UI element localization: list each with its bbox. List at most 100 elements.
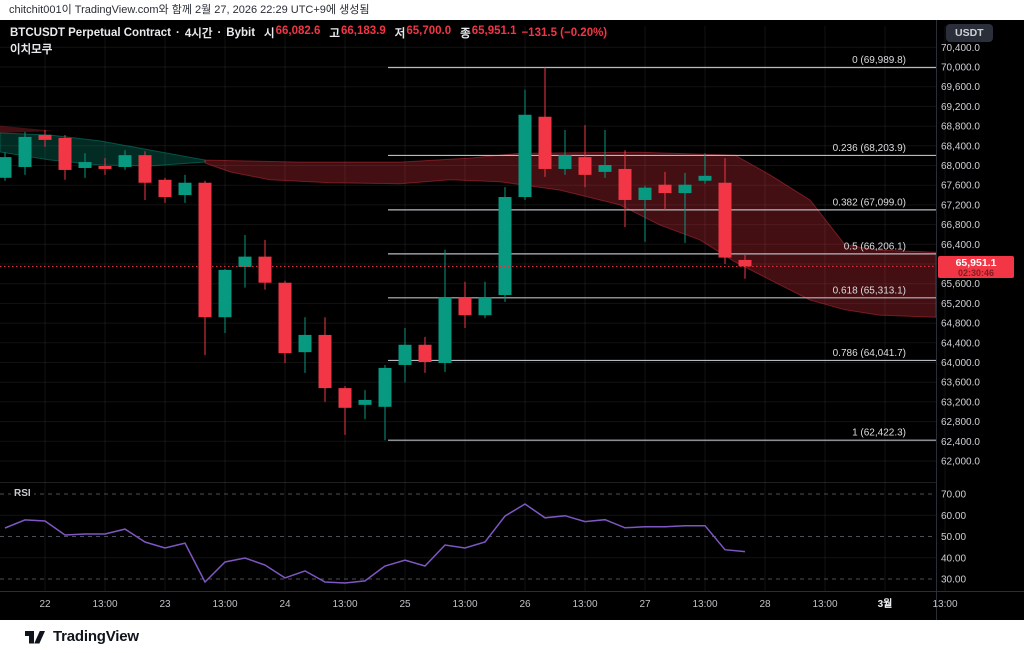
candle (698, 153, 712, 184)
candle (538, 67, 552, 177)
candle (118, 150, 132, 170)
price-tick-label: 70,400.0 (941, 43, 980, 54)
candle (718, 158, 732, 264)
candle-body (358, 399, 372, 405)
candle-body (38, 134, 52, 140)
candle-body (98, 165, 112, 169)
candle-body (298, 334, 312, 353)
price-tick-label: 67,200.0 (941, 200, 980, 211)
tradingview-brand-text[interactable]: TradingView (53, 628, 139, 645)
time-tick-label: 13:00 (572, 599, 597, 610)
candle-body (378, 367, 392, 407)
candle (598, 130, 612, 178)
candle-body (598, 165, 612, 172)
footer-bar: TradingView (0, 620, 1024, 653)
price-tick-label: 62,000.0 (941, 457, 980, 468)
price-tick-label: 64,800.0 (941, 319, 980, 330)
candle (578, 125, 592, 188)
candle (138, 151, 152, 200)
candle (258, 239, 272, 290)
rsi-tick-label: 30.00 (941, 575, 966, 586)
attribution-text: chitchit001이 TradingView.com와 함께 2월 27, … (9, 4, 370, 16)
candle (278, 280, 292, 363)
legend-separator: · (217, 27, 222, 39)
candle (518, 89, 532, 200)
candle-body (338, 388, 352, 408)
fib-label: 0.236 (68,203.9) (833, 143, 906, 154)
price-tick-label: 63,200.0 (941, 397, 980, 408)
candle (398, 328, 412, 383)
interval-label[interactable]: 4시간 (184, 28, 213, 40)
candle-body (278, 282, 292, 354)
candle (58, 134, 72, 180)
candle (638, 185, 652, 242)
time-tick-label: 27 (639, 599, 651, 610)
indicator-legend[interactable]: 이치모쿠 (10, 41, 52, 57)
fib-label: 0.786 (64,041.7) (833, 348, 906, 359)
candle-body (238, 256, 252, 267)
candle-body (718, 182, 732, 258)
time-tick-label: 3월 (878, 598, 893, 610)
bullish-cloud (0, 132, 206, 167)
price-tick-label: 68,800.0 (941, 122, 980, 133)
symbol-legend[interactable]: BTCUSDT Perpetual Contract · 4시간 · Bybit… (10, 25, 607, 41)
candle-body (178, 182, 192, 196)
candle-body (398, 344, 412, 365)
candle-body (538, 116, 552, 169)
candle (678, 172, 692, 243)
candle-body (158, 179, 172, 198)
candle-body (678, 184, 692, 194)
candle (18, 132, 32, 175)
candle (378, 364, 392, 441)
price-scale[interactable] (936, 20, 1024, 592)
candle (198, 180, 212, 356)
fib-label: 1 (62,422.3) (852, 428, 906, 439)
price-tick-label: 63,600.0 (941, 378, 980, 389)
candle-body (258, 256, 272, 283)
chart-canvas: 0 (69,989.8) 0.236 (68,203.9) 0.382 (67,09… (0, 20, 1024, 620)
time-scale[interactable] (0, 592, 1024, 620)
rsi-line (4, 503, 746, 584)
price-tick-label: 64,400.0 (941, 338, 980, 349)
fib-retracement: 0 (69,989.8) 0.236 (68,203.9) 0.382 (67,09… (388, 55, 936, 441)
candle (418, 336, 432, 373)
candles (0, 67, 752, 441)
tradingview-logo-icon[interactable] (24, 626, 46, 648)
time-tick-label: 13:00 (92, 599, 117, 610)
price-tick-label: 64,000.0 (941, 358, 980, 369)
candle (558, 130, 572, 175)
time-tick-label: 13:00 (812, 599, 837, 610)
rsi-pane-label[interactable]: RSI (11, 488, 34, 499)
price-tick-label: 70,000.0 (941, 63, 980, 74)
candle-body (698, 175, 712, 181)
candle-body (198, 182, 212, 318)
ichimoku-cloud (0, 125, 937, 318)
ohlc-open: 시 66,082.6 (264, 25, 321, 40)
price-tick-label: 66,800.0 (941, 220, 980, 231)
price-tick-label: 62,800.0 (941, 417, 980, 428)
fib-label: 0.618 (65,313.1) (833, 285, 906, 296)
exchange-label: Bybit (226, 27, 256, 39)
candle-body (138, 155, 152, 183)
candle-body (478, 296, 492, 316)
indicator-name[interactable]: 이치모쿠 (10, 44, 53, 56)
time-tick-label: 13:00 (332, 599, 357, 610)
currency-button[interactable]: USDT (946, 24, 993, 42)
candle (658, 171, 672, 210)
price-tick-label: 68,400.0 (941, 141, 980, 152)
price-tick-label: 68,000.0 (941, 161, 980, 172)
candle (438, 249, 452, 372)
last-price-badge: 65,951.1 02:30:46 (938, 256, 1014, 278)
symbol-title[interactable]: BTCUSDT Perpetual Contract (10, 27, 172, 39)
candle-body (498, 197, 512, 296)
fib-label: 0.382 (67,099.0) (833, 197, 906, 208)
time-tick-label: 28 (759, 599, 771, 610)
time-tick-label: 13:00 (212, 599, 237, 610)
rsi-tick-label: 60.00 (941, 511, 966, 522)
time-tick-label: 22 (39, 599, 51, 610)
candle (338, 386, 352, 435)
candle (38, 130, 52, 147)
chart-area[interactable]: 0 (69,989.8) 0.236 (68,203.9) 0.382 (67,09… (0, 20, 1024, 620)
candle (318, 317, 332, 402)
price-tick-label: 66,400.0 (941, 240, 980, 251)
